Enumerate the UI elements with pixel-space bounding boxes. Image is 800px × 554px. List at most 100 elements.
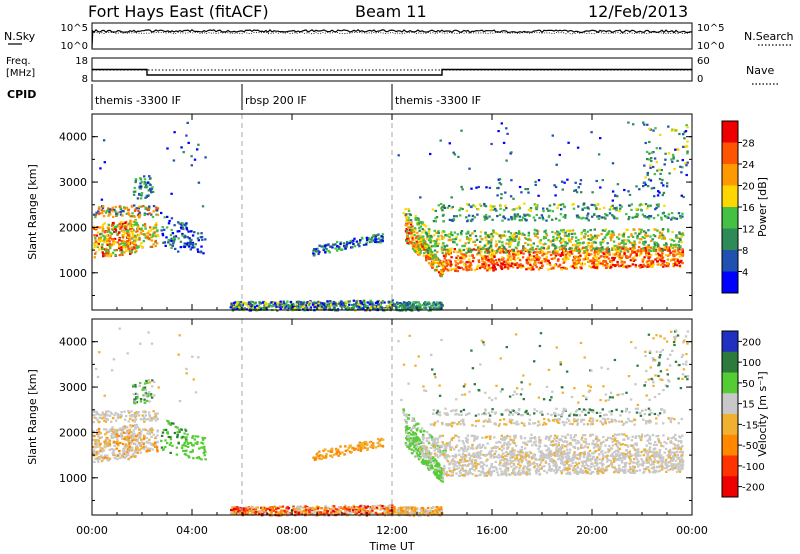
- range-gate-cell: [576, 146, 580, 149]
- range-gate-cell: [174, 425, 177, 428]
- range-gate-cell: [517, 230, 521, 233]
- range-gate-cell: [345, 300, 348, 304]
- range-gate-cell: [460, 230, 464, 233]
- range-gate-cell: [405, 219, 408, 222]
- range-gate-cell: [156, 207, 160, 210]
- range-gate-cell: [164, 428, 168, 431]
- range-gate-cell: [595, 266, 599, 269]
- range-gate-cell: [563, 244, 566, 247]
- range-gate-cell: [357, 305, 361, 309]
- range-gate-cell: [196, 442, 199, 445]
- nave-tick-bottom: 0: [697, 74, 703, 85]
- range-gate-cell: [374, 301, 378, 304]
- range-gate-cell: [458, 239, 462, 242]
- range-gate-cell: [672, 253, 675, 256]
- range-gate-cell: [652, 246, 656, 249]
- range-gate-cell: [540, 260, 543, 263]
- range-gate-cell: [642, 181, 645, 184]
- range-gate-cell: [643, 256, 646, 259]
- range-gate-cell: [481, 262, 484, 265]
- range-gate-cell: [562, 240, 565, 243]
- range-gate-cell: [552, 235, 555, 238]
- range-gate-cell: [651, 265, 654, 268]
- range-gate-cell: [489, 244, 493, 247]
- range-gate-cell: [638, 241, 641, 244]
- range-gate-cell: [577, 251, 581, 254]
- range-gate-cell: [144, 428, 147, 431]
- range-gate-cell: [518, 205, 521, 208]
- range-gate-cell: [236, 308, 239, 311]
- range-gate-cell: [648, 140, 651, 144]
- range-gate-cell: [597, 251, 600, 254]
- range-gate-cell: [443, 267, 446, 271]
- range-gate-cell: [114, 431, 118, 434]
- range-gate-cell: [458, 248, 461, 251]
- range-gate-cell: [560, 180, 564, 183]
- range-gate-cell: [600, 255, 603, 258]
- range-gate-cell: [489, 258, 492, 261]
- range-gate-cell: [465, 269, 468, 272]
- range-gate-cell: [447, 248, 451, 251]
- range-gate-cell: [231, 305, 234, 308]
- range-gate-cell: [429, 255, 432, 258]
- range-gate-cell: [606, 242, 609, 245]
- range-gate-cell: [638, 228, 641, 231]
- range-gate-cell: [601, 238, 605, 241]
- range-gate-cell: [670, 212, 674, 215]
- range-gate-cell: [647, 246, 651, 249]
- noise-panel: N.Sky 10^5 10^0 10^5 10^0 N.Search: [4, 22, 794, 52]
- range-gate-cell: [487, 260, 490, 263]
- range-gate-cell: [669, 259, 673, 262]
- range-gate-cell: [440, 234, 443, 237]
- range-gate-cell: [469, 267, 473, 270]
- range-gate-cell: [522, 247, 525, 250]
- range-gate-cell: [324, 303, 327, 306]
- range-gate-cell: [684, 145, 687, 148]
- range-gate-cell: [144, 389, 147, 392]
- range-gate-cell: [416, 304, 419, 307]
- range-gate-cell: [516, 214, 519, 217]
- range-gate-cell: [272, 304, 275, 308]
- range-gate-cell: [683, 137, 686, 140]
- range-gate-cell: [419, 307, 422, 310]
- range-gate-cell: [426, 237, 429, 240]
- range-gate-cell: [460, 249, 463, 252]
- range-gate-cell: [292, 307, 295, 310]
- range-gate-cell: [671, 160, 674, 163]
- range-gate-cell: [340, 305, 343, 308]
- range-gate-cell: [426, 249, 430, 252]
- range-gate-cell: [540, 266, 544, 269]
- range-gate-cell: [656, 243, 660, 246]
- range-gate-cell: [622, 247, 625, 250]
- range-gate-cell: [112, 448, 116, 451]
- range-gate-cell: [506, 258, 510, 261]
- range-gate-cell: [132, 455, 135, 458]
- range-gate-cell: [523, 202, 526, 205]
- range-gate-cell: [658, 234, 662, 237]
- range-gate-cell: [378, 444, 382, 447]
- range-gate-cell: [535, 229, 538, 232]
- range-gate-cell: [116, 233, 120, 236]
- range-gate-cell: [397, 154, 400, 157]
- range-gate-cell: [99, 239, 102, 242]
- range-gate-cell: [189, 248, 192, 251]
- range-gate-cell: [127, 420, 130, 423]
- range-gate-cell: [378, 237, 381, 240]
- range-gate-cell: [576, 216, 579, 219]
- range-gate-cell: [476, 253, 479, 256]
- range-gate-cell: [134, 218, 137, 222]
- range-gate-cell: [666, 262, 669, 265]
- range-gate-cell: [496, 215, 499, 218]
- range-gate-cell: [279, 300, 282, 303]
- range-gate-cell: [527, 234, 530, 237]
- range-gate-cell: [137, 225, 140, 228]
- range-gate-cell: [150, 236, 153, 239]
- range-gate-cell: [410, 221, 413, 224]
- range-gate-cell: [667, 213, 671, 216]
- range-gate-cell: [578, 241, 581, 245]
- range-gate-cell: [680, 194, 683, 197]
- range-gate-cell: [429, 241, 432, 244]
- range-gate-cell: [584, 217, 587, 220]
- range-gate-cell: [590, 244, 594, 247]
- range-gate-cell: [631, 250, 634, 253]
